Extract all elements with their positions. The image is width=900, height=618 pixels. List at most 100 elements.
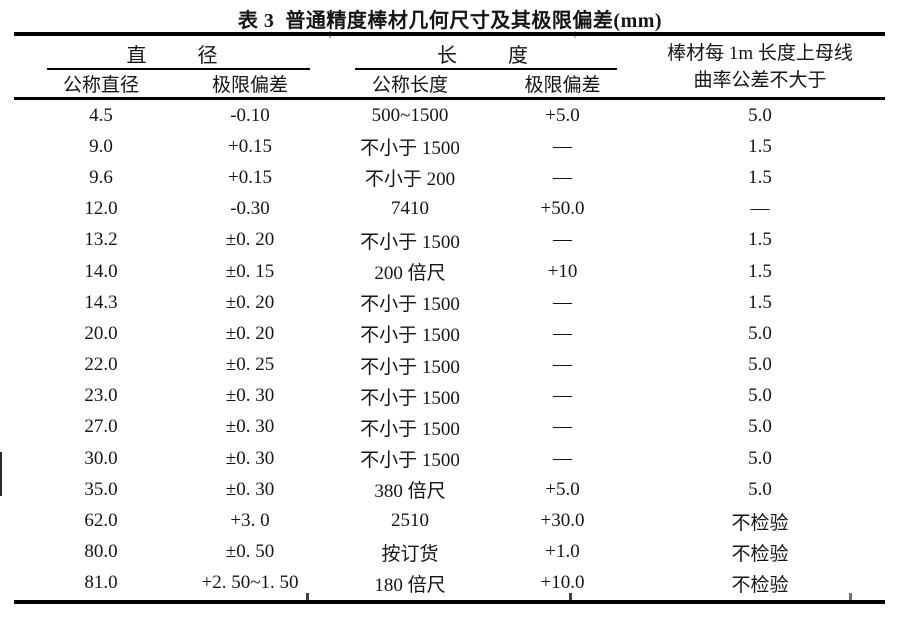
table-cell: 不检验 bbox=[731, 543, 789, 565]
table-cell: — bbox=[553, 322, 572, 344]
table-cell: 200 倍尺 bbox=[374, 263, 446, 285]
table-cell: 不小于 1500 bbox=[360, 231, 460, 253]
table-cell: ±0. 50 bbox=[225, 541, 275, 563]
table-cell: +10.0 bbox=[540, 572, 585, 594]
table-cell: 不检验 bbox=[731, 574, 789, 596]
table-cell: +5.0 bbox=[545, 104, 580, 126]
table-cell: — bbox=[553, 354, 572, 376]
table-cell: 1.5 bbox=[748, 291, 772, 313]
length-group-underline bbox=[355, 68, 617, 70]
header-group-diameter-label: 直 径 bbox=[126, 44, 218, 67]
table-cell: — bbox=[553, 385, 572, 407]
table-cell: 30.0 bbox=[84, 447, 118, 469]
table-cell: 1.5 bbox=[748, 229, 772, 251]
header-group-length-label: 长 度 bbox=[437, 44, 528, 67]
header-group-length: 长 度 bbox=[330, 36, 635, 70]
table-cell: 81.0 bbox=[84, 572, 118, 594]
table-cell: 按订货 bbox=[381, 543, 439, 565]
table-cell: 7410 bbox=[391, 198, 429, 220]
table-cell: 5.0 bbox=[748, 385, 772, 407]
table-cell: -0.30 bbox=[230, 198, 270, 220]
table-cell: 35.0 bbox=[84, 478, 118, 500]
header-curvature: 棒材每 1m 长度上母线 曲率公差不大于 bbox=[635, 36, 885, 97]
table-cell: +0.15 bbox=[228, 135, 272, 157]
table-cell: ±0. 25 bbox=[225, 354, 275, 376]
table-cell: 9.0 bbox=[89, 135, 113, 157]
table-cell: ±0. 20 bbox=[225, 322, 275, 344]
table-cell: 5.0 bbox=[748, 447, 772, 469]
table-cell: 5.0 bbox=[748, 416, 772, 438]
scan-artifact-left-edge bbox=[0, 452, 2, 496]
table-cell: +30.0 bbox=[540, 510, 585, 532]
table-cell: — bbox=[553, 291, 572, 313]
table-cell: 1.5 bbox=[748, 260, 772, 282]
table-cell: 1.5 bbox=[748, 135, 772, 157]
scan-artifact-tick bbox=[329, 31, 331, 38]
table-cell: 13.2 bbox=[84, 229, 118, 251]
scan-artifact-tick bbox=[849, 593, 852, 601]
table-bottom-rule bbox=[14, 600, 885, 604]
header-group-diameter: 直 径 bbox=[14, 36, 330, 70]
table-cell: 不小于 1500 bbox=[360, 450, 460, 472]
table-cell: 5.0 bbox=[748, 104, 772, 126]
table-cell: -0.10 bbox=[230, 104, 270, 126]
table-cell: 380 倍尺 bbox=[374, 481, 446, 503]
table-cell: +3. 0 bbox=[230, 510, 270, 532]
table-body: 4.5 -0.10 500~1500 +5.0 5.0 9.0 +0.15 不小于 1500 —… bbox=[14, 100, 885, 600]
table-cell: — bbox=[553, 135, 572, 157]
table-cell: 不小于 1500 bbox=[360, 356, 460, 378]
table-cell: — bbox=[553, 447, 572, 469]
table-cell: 2510 bbox=[391, 510, 429, 532]
table-cell: ±0. 20 bbox=[225, 229, 275, 251]
table-cell: 27.0 bbox=[84, 416, 118, 438]
table-cell: 不检验 bbox=[731, 512, 789, 534]
scan-artifact-tick bbox=[574, 31, 576, 38]
scan-artifact-tick bbox=[306, 593, 309, 601]
table-cell: 22.0 bbox=[84, 354, 118, 376]
table-header: 直 径 长 度 棒材每 1m 长度上母线 曲率公差不大于 公称直径 极限偏差 公… bbox=[14, 36, 885, 97]
scan-artifact-tick bbox=[569, 593, 572, 601]
table-cell: 不小于 200 bbox=[364, 169, 456, 191]
header-nominal-length: 公称长度 bbox=[371, 75, 448, 96]
table-cell: ±0. 30 bbox=[225, 478, 275, 500]
table-cell: 不小于 1500 bbox=[360, 294, 460, 316]
header-nominal-diameter: 公称直径 bbox=[62, 75, 139, 96]
table-cell: 1.5 bbox=[748, 166, 772, 188]
header-curvature-line2: 曲率公差不大于 bbox=[693, 69, 827, 91]
header-curvature-line1: 棒材每 1m 长度上母线 bbox=[667, 42, 853, 64]
table-cell: ±0. 30 bbox=[225, 416, 275, 438]
table-cell: — bbox=[750, 198, 770, 220]
table-cell: 180 倍尺 bbox=[374, 574, 446, 596]
table-cell: 5.0 bbox=[748, 322, 772, 344]
table-cell: 12.0 bbox=[84, 198, 118, 220]
table-cell: ±0. 15 bbox=[225, 260, 275, 282]
table-top-rule bbox=[14, 32, 885, 36]
table-cell: — bbox=[553, 229, 572, 251]
table-cell: 5.0 bbox=[748, 354, 772, 376]
table-cell: +1.0 bbox=[545, 541, 580, 563]
table-cell: 不小于 1500 bbox=[360, 418, 460, 440]
table-cell: ±0. 30 bbox=[225, 385, 275, 407]
table-cell: 14.0 bbox=[84, 260, 118, 282]
table-cell: 9.6 bbox=[89, 166, 113, 188]
table-cell: 23.0 bbox=[84, 385, 118, 407]
header-length-deviation: 极限偏差 bbox=[524, 75, 601, 96]
table-cell: 80.0 bbox=[84, 541, 118, 563]
table-cell: — bbox=[553, 416, 572, 438]
table-cell: 不小于 1500 bbox=[360, 387, 460, 409]
table-cell: ±0. 30 bbox=[225, 447, 275, 469]
table-cell: 5.0 bbox=[748, 478, 772, 500]
table-cell: 不小于 1500 bbox=[360, 325, 460, 347]
table-header-rule bbox=[14, 97, 885, 100]
table-cell: +50.0 bbox=[540, 198, 585, 220]
table-cell: +10 bbox=[547, 260, 578, 282]
table-cell: 20.0 bbox=[84, 322, 118, 344]
header-diameter-deviation: 极限偏差 bbox=[211, 75, 288, 96]
table-cell: +0.15 bbox=[228, 166, 272, 188]
table-cell: ±0. 20 bbox=[225, 291, 275, 313]
table-cell: 不小于 1500 bbox=[360, 138, 460, 160]
table-cell: 62.0 bbox=[84, 510, 118, 532]
table-cell: +5.0 bbox=[545, 478, 580, 500]
table-cell: 4.5 bbox=[89, 104, 113, 126]
